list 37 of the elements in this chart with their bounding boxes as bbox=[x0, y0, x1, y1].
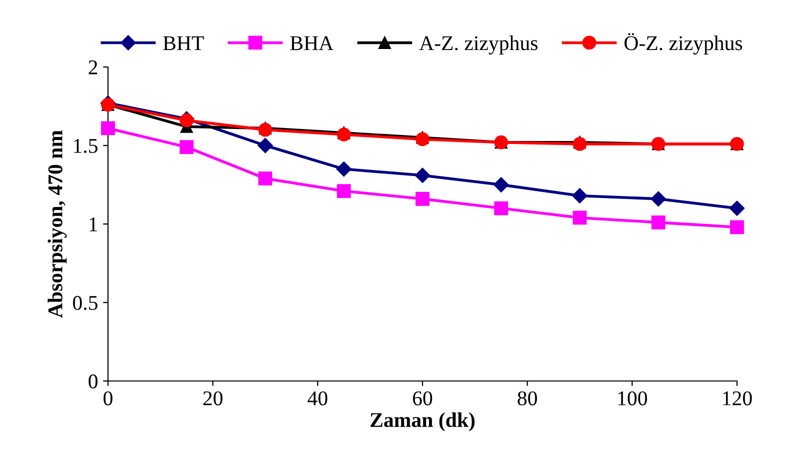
y-tick-label: 1 bbox=[90, 217, 98, 232]
point bbox=[258, 138, 273, 154]
x-tick-label: 60 bbox=[412, 391, 432, 406]
point bbox=[494, 201, 508, 216]
point bbox=[180, 113, 194, 128]
y-tick-label: 1.5 bbox=[74, 138, 98, 154]
x-tick-label: 120 bbox=[723, 391, 752, 406]
point bbox=[416, 192, 430, 206]
point bbox=[651, 215, 666, 230]
point bbox=[336, 184, 351, 198]
x-tick-label: 80 bbox=[518, 391, 537, 406]
x-tick-label: 40 bbox=[308, 391, 328, 406]
point bbox=[336, 161, 352, 177]
point bbox=[572, 210, 587, 225]
point bbox=[180, 140, 194, 154]
y-tick-label: 0.5 bbox=[73, 296, 98, 310]
legend-label: Ö-Z. zizyphus bbox=[624, 33, 742, 54]
point bbox=[101, 121, 115, 136]
x-axis-title: Zaman (dk) bbox=[370, 412, 475, 432]
legend-label: BHT bbox=[163, 36, 204, 50]
point bbox=[650, 191, 666, 206]
point bbox=[729, 200, 745, 216]
y-tick-label: 0 bbox=[88, 374, 98, 388]
point bbox=[414, 168, 430, 183]
point bbox=[416, 132, 430, 146]
point bbox=[258, 172, 272, 186]
point bbox=[258, 122, 272, 137]
y-tick-label: 2 bbox=[88, 60, 98, 74]
legend-label: BHA bbox=[290, 36, 334, 50]
legend-label: A-Z. zizyphus bbox=[419, 36, 538, 54]
point bbox=[494, 177, 509, 192]
y-axis-title: Absorpsiyon, 470 nm bbox=[48, 130, 67, 318]
point bbox=[572, 188, 588, 204]
x-tick-label: 20 bbox=[203, 391, 222, 406]
point bbox=[730, 220, 744, 234]
x-tick-label: 0 bbox=[104, 391, 112, 406]
x-tick-label: 100 bbox=[618, 391, 647, 406]
